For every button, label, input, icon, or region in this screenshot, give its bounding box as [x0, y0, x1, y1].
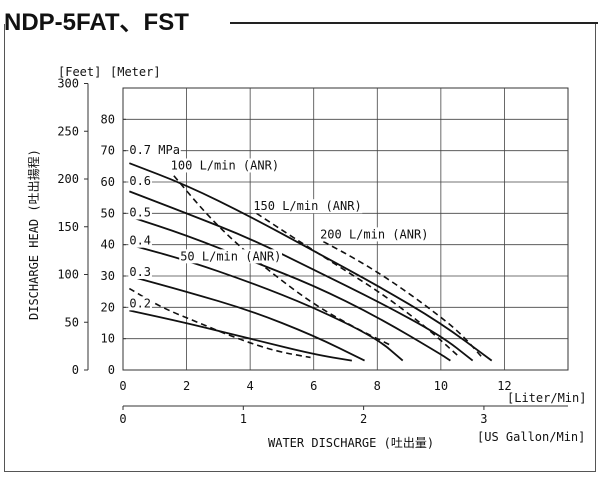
meter-tick-label: 30	[101, 269, 115, 283]
feet-tick-label: 0	[72, 363, 79, 377]
x-axis-label: WATER DISCHARGE (吐出量)	[268, 436, 434, 450]
gallon-tick-label: 1	[240, 412, 247, 426]
feet-tick-label: 50	[65, 315, 79, 329]
chart-frame	[4, 24, 596, 472]
curve-label-bg	[128, 265, 152, 279]
curve-label-bg	[252, 199, 363, 214]
liter-tick-label: 6	[310, 379, 317, 393]
liter-tick-label: 4	[247, 379, 254, 393]
gallon-tick-label: 0	[119, 412, 126, 426]
curve-label-bg	[128, 233, 152, 248]
curve-label-bg	[128, 296, 152, 311]
title-rule	[230, 22, 598, 24]
gallon-tick-label: 2	[360, 412, 367, 426]
airflow-curve	[322, 240, 483, 358]
y-axis-label: DISCHARGE HEAD (吐出揚程)	[26, 149, 41, 320]
curve-label: 0.6	[129, 174, 151, 188]
y-unit-feet: [Feet]	[58, 65, 101, 79]
pressure-curve	[129, 162, 493, 362]
y-unit-meter: [Meter]	[110, 65, 161, 79]
feet-tick-label: 200	[57, 172, 79, 186]
curve-label-bg	[319, 227, 430, 242]
meter-tick-label: 0	[108, 363, 115, 377]
curve-label: 0.2	[129, 296, 151, 310]
pressure-curve	[129, 243, 404, 362]
meter-tick-label: 80	[101, 112, 115, 126]
meter-tick-label: 40	[101, 238, 115, 252]
airflow-curve	[173, 175, 391, 346]
series-lines	[128, 162, 493, 362]
curve-label: 0.4	[129, 234, 151, 248]
gallon-tick-label: 3	[480, 412, 487, 426]
grid	[122, 87, 569, 371]
plot-border	[122, 87, 569, 371]
curve-label-bg	[128, 174, 152, 189]
meter-tick-label: 10	[101, 332, 115, 346]
liter-tick-label: 12	[497, 379, 511, 393]
curve-label: 0.3	[129, 265, 151, 279]
feet-tick-label: 300	[57, 77, 79, 91]
curve-label-bg	[169, 158, 280, 173]
pressure-curve	[129, 309, 353, 362]
pressure-curve	[129, 275, 365, 362]
pressure-curve	[129, 190, 474, 362]
meter-tick-label: 20	[101, 300, 115, 314]
curve-labels: 0.7 MPa 0.6 0.5 0.4 0.3 0.2 100 L/min (ANR) 150…	[128, 142, 430, 311]
x-unit-gallon: [US Gallon/Min]	[477, 430, 585, 444]
curve-label: 100 L/min (ANR)	[171, 158, 279, 172]
meter-tick-label: 60	[101, 175, 115, 189]
curve-label-bg	[128, 205, 152, 220]
pressure-curve	[129, 215, 451, 362]
liter-tick-label: 10	[434, 379, 448, 393]
liter-tick-label: 8	[374, 379, 381, 393]
liter-tick-label: 2	[183, 379, 190, 393]
meter-tick-label: 50	[101, 206, 115, 220]
x-unit-liter: [Liter/Min]	[507, 391, 586, 405]
feet-tick-label: 250	[57, 124, 79, 138]
curve-label: 0.5	[129, 205, 151, 219]
curve-label: 150 L/min (ANR)	[253, 199, 361, 213]
meter-tick-label: 70	[101, 144, 115, 158]
feet-tick-label: 150	[57, 220, 79, 234]
curve-label-bg	[128, 142, 181, 157]
curve-label-bg	[179, 249, 283, 264]
curve-label: 200 L/min (ANR)	[320, 227, 428, 241]
curve-label: 0.7 MPa	[129, 143, 180, 157]
liter-tick-label: 0	[119, 379, 126, 393]
airflow-curve	[256, 212, 461, 359]
feet-tick-label: 100	[57, 268, 79, 282]
chart-title: NDP-5FAT、FST	[4, 9, 189, 36]
curve-label: 50 L/min (ANR)	[180, 249, 281, 263]
